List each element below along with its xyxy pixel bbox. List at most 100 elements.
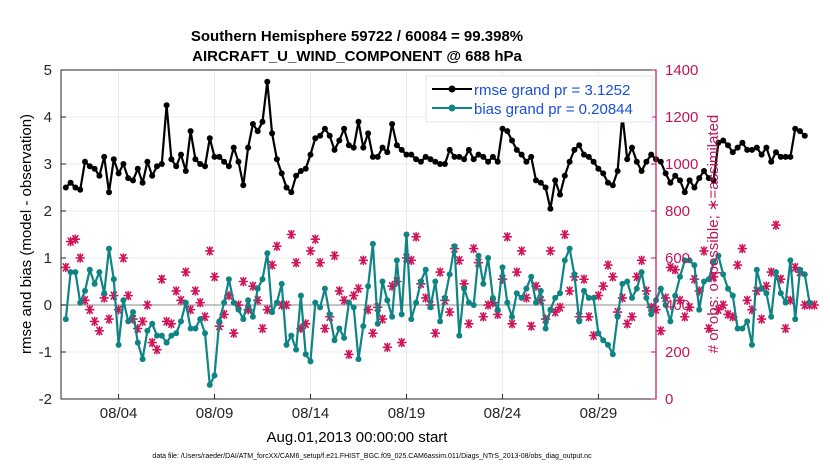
- rmse-point: [624, 156, 631, 163]
- rmse-point: [446, 146, 453, 153]
- rmse-point: [182, 168, 189, 174]
- rmse-point: [427, 156, 434, 163]
- bias-point: [341, 334, 348, 341]
- obs-marker: [262, 304, 273, 315]
- obs-marker: [190, 286, 201, 296]
- obs-marker: [675, 295, 685, 306]
- bias-point: [624, 278, 631, 285]
- legend-rmse-marker: [448, 85, 456, 93]
- bias-point: [715, 252, 722, 259]
- rmse-point: [643, 158, 650, 165]
- rmse-point: [614, 168, 621, 174]
- obs-marker: [708, 271, 719, 282]
- rmse-point: [245, 144, 252, 151]
- bias-point: [782, 299, 789, 306]
- bias-point: [269, 309, 276, 316]
- obs-marker: [329, 250, 340, 261]
- obs-marker: [377, 314, 388, 324]
- bias-point: [595, 330, 602, 337]
- obs-marker: [353, 283, 364, 294]
- bias-point: [345, 299, 352, 306]
- rmse-point: [422, 153, 429, 160]
- rmse-point: [202, 163, 208, 170]
- bias-point: [259, 276, 266, 283]
- obs-marker: [334, 286, 345, 296]
- bias-point: [672, 292, 679, 299]
- rmse-point: [403, 151, 410, 158]
- bias-point: [154, 332, 160, 339]
- bias-point: [178, 318, 184, 325]
- bias-point: [801, 271, 808, 278]
- obs-marker: [598, 281, 609, 292]
- bias-point: [806, 299, 813, 306]
- bias-point: [648, 311, 655, 318]
- rmse-point: [552, 177, 559, 184]
- rmse-point: [773, 149, 779, 156]
- obs-marker: [118, 253, 129, 263]
- bias-point: [173, 330, 180, 337]
- obs-marker: [761, 281, 772, 292]
- rmse-point: [82, 158, 88, 165]
- bias-point: [134, 339, 141, 346]
- bias-point: [494, 306, 501, 313]
- obs-marker: [545, 246, 556, 256]
- bias-point: [374, 320, 381, 327]
- x-tick-label: 08/29: [580, 405, 618, 422]
- bias-point: [360, 323, 367, 330]
- bias-point: [187, 325, 194, 332]
- rmse-series: [62, 78, 808, 212]
- rmse-point: [509, 137, 515, 144]
- rmse-point: [681, 189, 688, 196]
- obs-marker: [200, 311, 210, 322]
- rmse-point: [331, 146, 338, 153]
- bias-point: [475, 252, 482, 259]
- bias-point: [705, 276, 712, 283]
- rmse-point: [197, 161, 204, 167]
- bias-point: [264, 250, 271, 257]
- rmse-point: [72, 184, 79, 191]
- rmse-point: [705, 175, 712, 182]
- bias-point: [581, 287, 587, 294]
- obs-marker: [454, 255, 465, 266]
- y-right-tick-label: 400: [665, 297, 690, 314]
- bias-point: [633, 285, 640, 292]
- rmse-point: [581, 151, 587, 158]
- bias-point: [701, 278, 707, 285]
- bias-point: [235, 306, 242, 313]
- x-axis: 08/04 08/09 08/14 08/19 08/24 08/29: [100, 394, 617, 422]
- obs-marker: [430, 328, 441, 339]
- rmse-point: [432, 158, 439, 165]
- bias-point: [571, 271, 578, 278]
- y-left-tick-label: 2: [44, 203, 52, 220]
- rmse-point: [384, 149, 391, 156]
- chart-subtitle: AIRCRAFT_U_WIND_COMPONENT @ 688 hPa: [192, 48, 522, 65]
- bias-point: [734, 325, 741, 332]
- obs-marker: [180, 267, 191, 277]
- bias-point: [537, 287, 544, 294]
- obs-marker: [94, 326, 105, 336]
- bias-point: [389, 313, 396, 320]
- rmse-point: [221, 158, 228, 165]
- bias-point: [302, 351, 309, 358]
- rmse-point: [470, 156, 477, 163]
- rmse-point: [696, 175, 703, 182]
- rmse-point: [273, 156, 280, 163]
- bias-point: [681, 257, 688, 264]
- obs-marker: [771, 220, 781, 230]
- rmse-point: [413, 156, 420, 163]
- obs-marker: [142, 300, 153, 310]
- bias-point: [528, 273, 535, 280]
- obs-marker: [588, 330, 599, 341]
- rmse-point: [259, 118, 266, 125]
- bias-point: [72, 269, 79, 276]
- rmse-point: [379, 144, 386, 151]
- y-left-tick-label: 0: [44, 297, 52, 314]
- rmse-point: [154, 163, 160, 170]
- bias-point: [86, 266, 93, 273]
- bias-point: [614, 313, 621, 320]
- obs-marker: [507, 318, 517, 329]
- rmse-point: [451, 153, 458, 160]
- rmse-point: [134, 165, 141, 172]
- rmse-point: [672, 172, 679, 179]
- rmse-point: [782, 153, 789, 160]
